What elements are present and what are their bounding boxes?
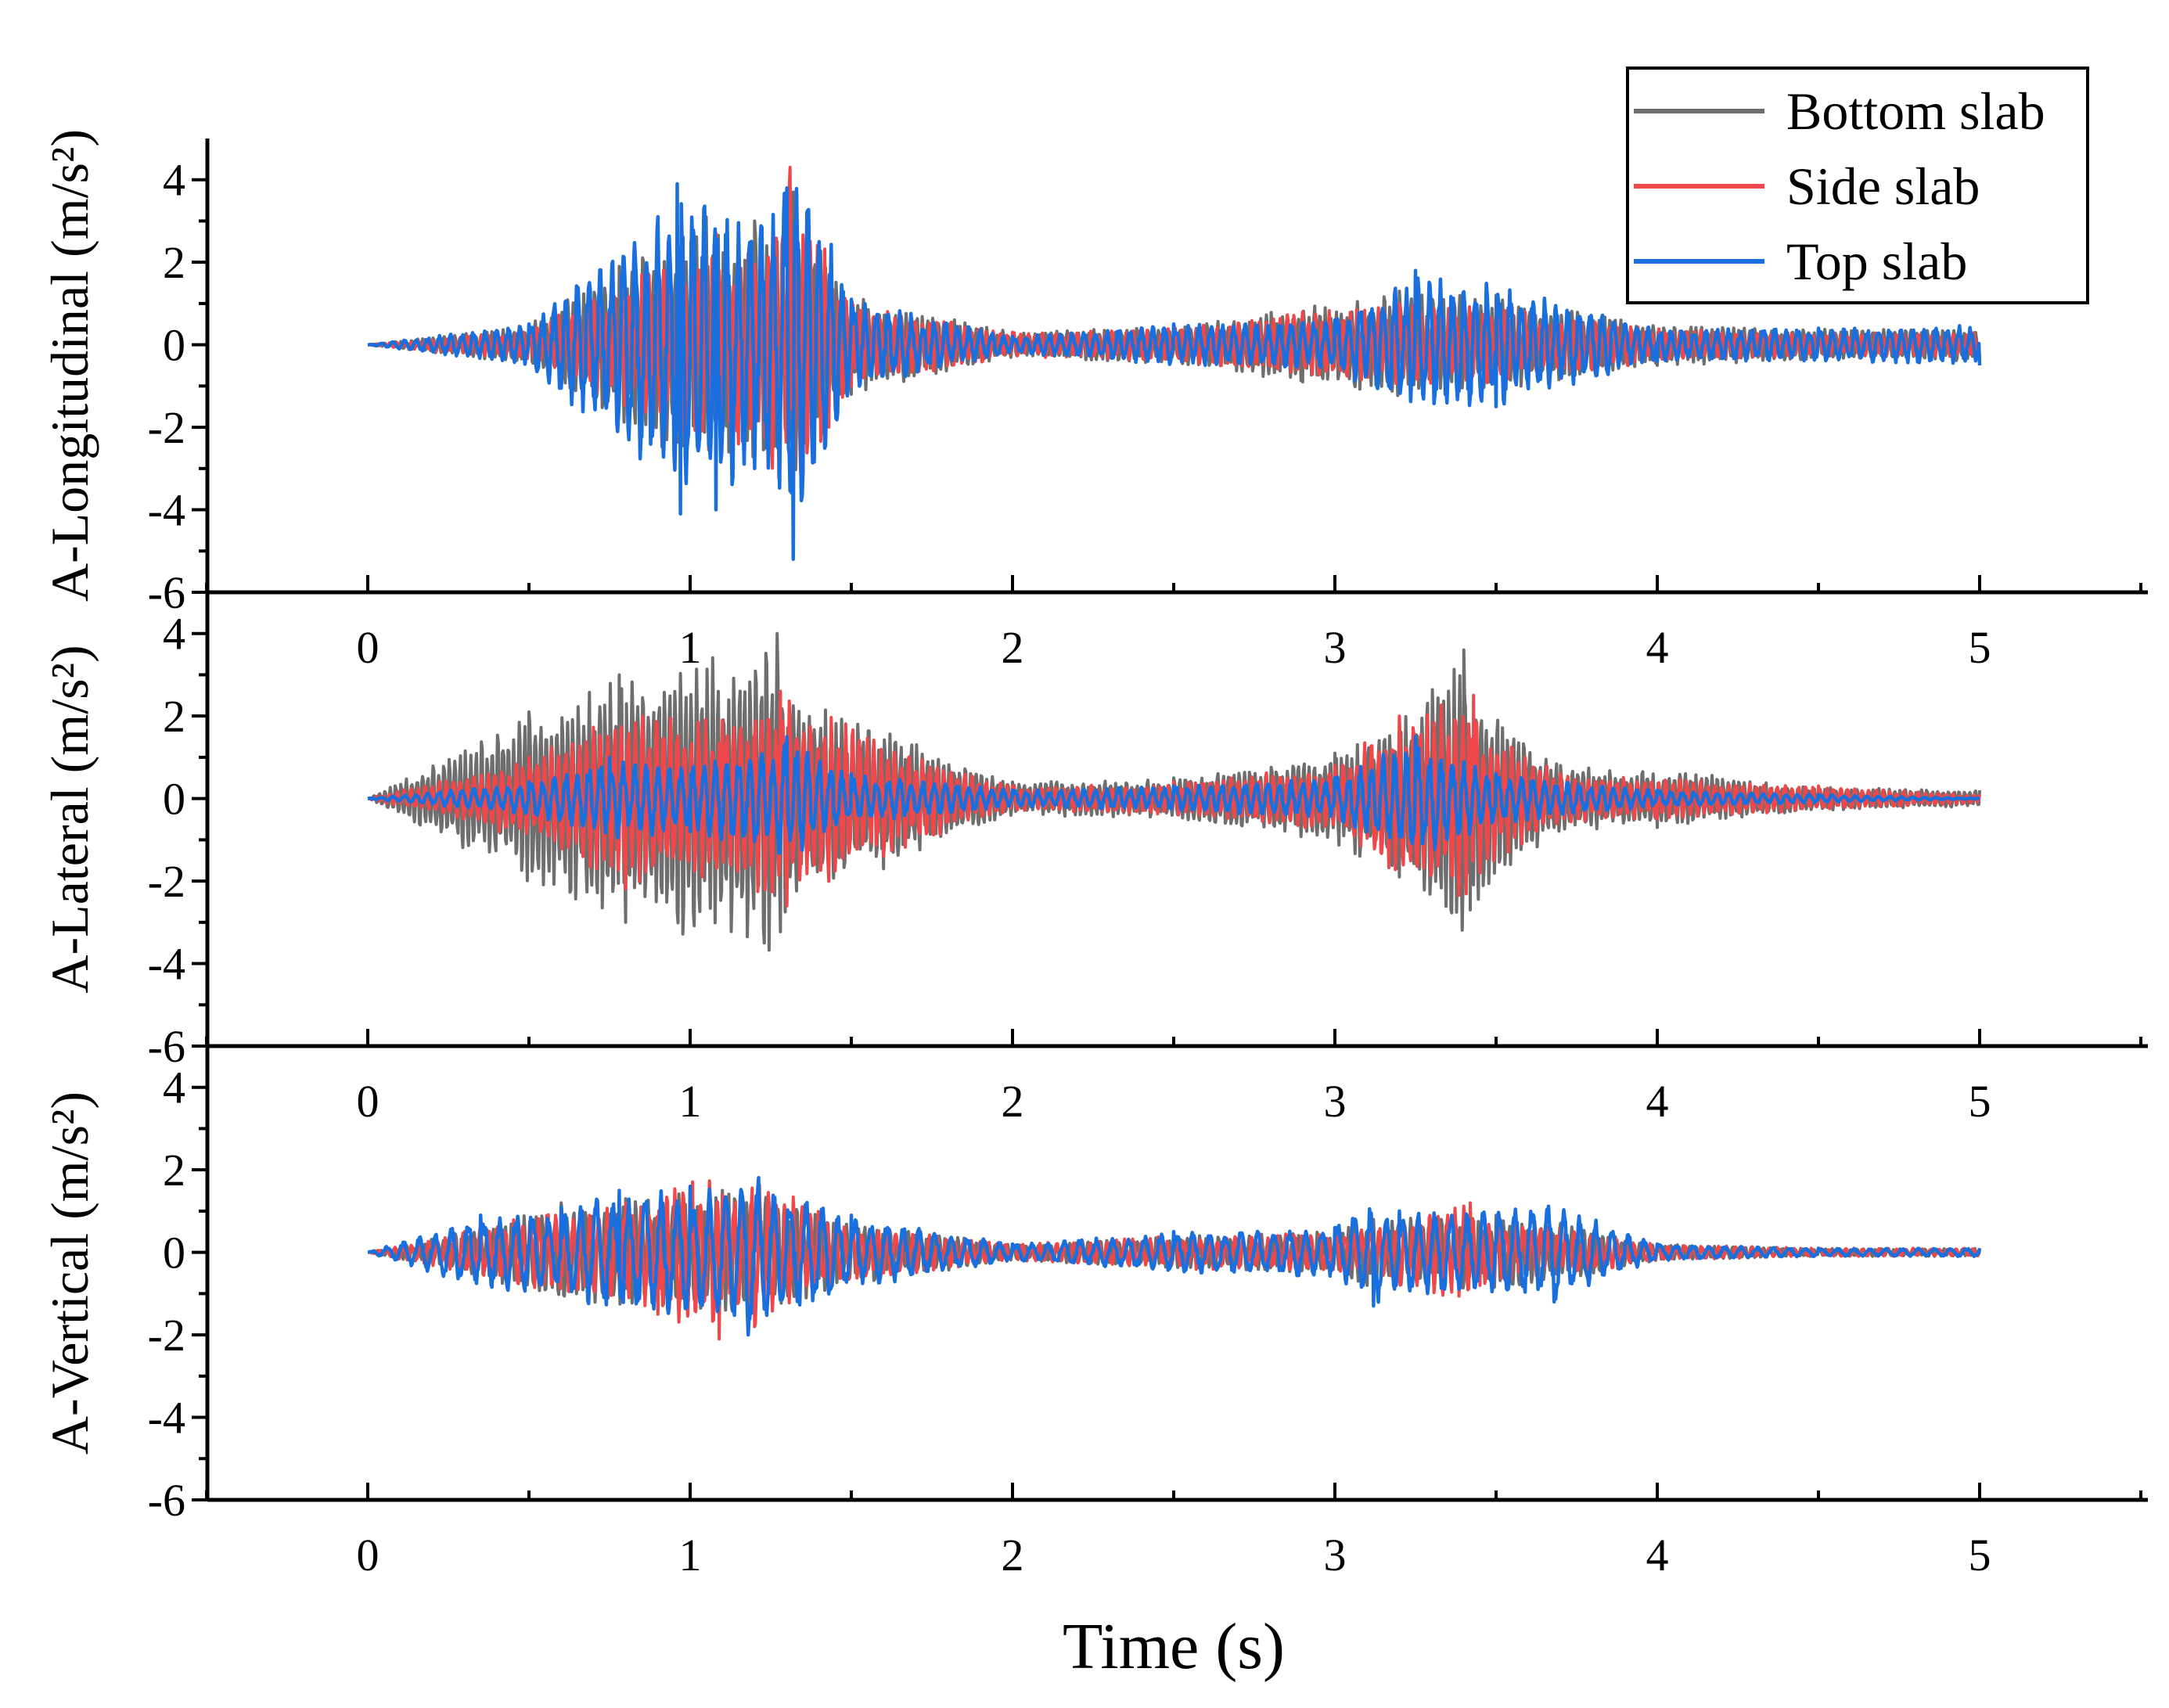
y-tick-label: 0 [163, 1228, 185, 1278]
x-tick-label: 5 [1969, 622, 1991, 673]
y-tick-label: -6 [148, 1021, 185, 1072]
x-tick-label: 3 [1324, 622, 1347, 673]
y-tick-label: 4 [163, 155, 185, 206]
legend-label-bottom-slab: Bottom slab [1786, 81, 2045, 141]
x-tick-label: 5 [1969, 1530, 1991, 1580]
y-tick-label: -2 [148, 1310, 185, 1361]
x-tick-label: 0 [357, 1076, 379, 1127]
y-tick-label: -4 [148, 485, 185, 536]
x-tick-label: 4 [1646, 1530, 1669, 1580]
legend-label-side-slab: Side slab [1786, 156, 1980, 216]
y-axis-label: A-Lateral (m/s²) [40, 645, 99, 993]
y-tick-label: -2 [148, 402, 185, 453]
y-tick-label: -4 [148, 939, 185, 990]
y-tick-label: -4 [148, 1393, 185, 1444]
x-tick-label: 2 [1002, 622, 1024, 673]
x-tick-label: 4 [1646, 622, 1669, 673]
x-tick-label: 0 [357, 622, 379, 673]
y-tick-label: -6 [148, 567, 185, 618]
plot-panels: -6 -4 -2 0 2 4 0 1 2 3 4 5 A-Longitudinal (m/s²) -6 -4… [40, 129, 2148, 1580]
y-axis-label: A-Vertical (m/s²) [40, 1091, 99, 1454]
y-tick-label: -2 [148, 856, 185, 907]
x-tick-label: 5 [1969, 1076, 1991, 1127]
legend-label-top-slab: Top slab [1786, 232, 1967, 291]
x-tick-label: 1 [679, 1076, 702, 1127]
series-line-top-slab-panel-1 [366, 182, 1982, 562]
x-tick-label: 1 [679, 1530, 702, 1580]
x-tick-label: 3 [1324, 1530, 1347, 1580]
legend: Bottom slab Side slab Top slab [1626, 67, 2089, 304]
series-line-top-slab-panel-3 [366, 1175, 1982, 1337]
y-tick-label: 0 [163, 320, 185, 371]
y-tick-label: 4 [163, 609, 185, 660]
x-tick-label: 0 [357, 1530, 379, 1580]
y-tick-label: 2 [163, 1145, 185, 1196]
x-tick-label: 2 [1002, 1530, 1024, 1580]
x-tick-label: 3 [1324, 1076, 1347, 1127]
x-tick-label: 2 [1002, 1076, 1024, 1127]
series-line-top-slab-panel-2 [366, 735, 1981, 855]
y-tick-label: 4 [163, 1063, 185, 1113]
y-tick-label: 2 [163, 691, 185, 742]
y-axis-label: A-Longitudinal (m/s²) [40, 129, 99, 602]
x-tick-label: 4 [1646, 1076, 1669, 1127]
x-axis-label: Time (s) [1063, 1610, 1285, 1683]
x-tick-label: 1 [679, 622, 702, 673]
y-tick-label: 2 [163, 237, 185, 288]
y-tick-label: -6 [148, 1475, 185, 1526]
y-tick-label: 0 [163, 774, 185, 825]
